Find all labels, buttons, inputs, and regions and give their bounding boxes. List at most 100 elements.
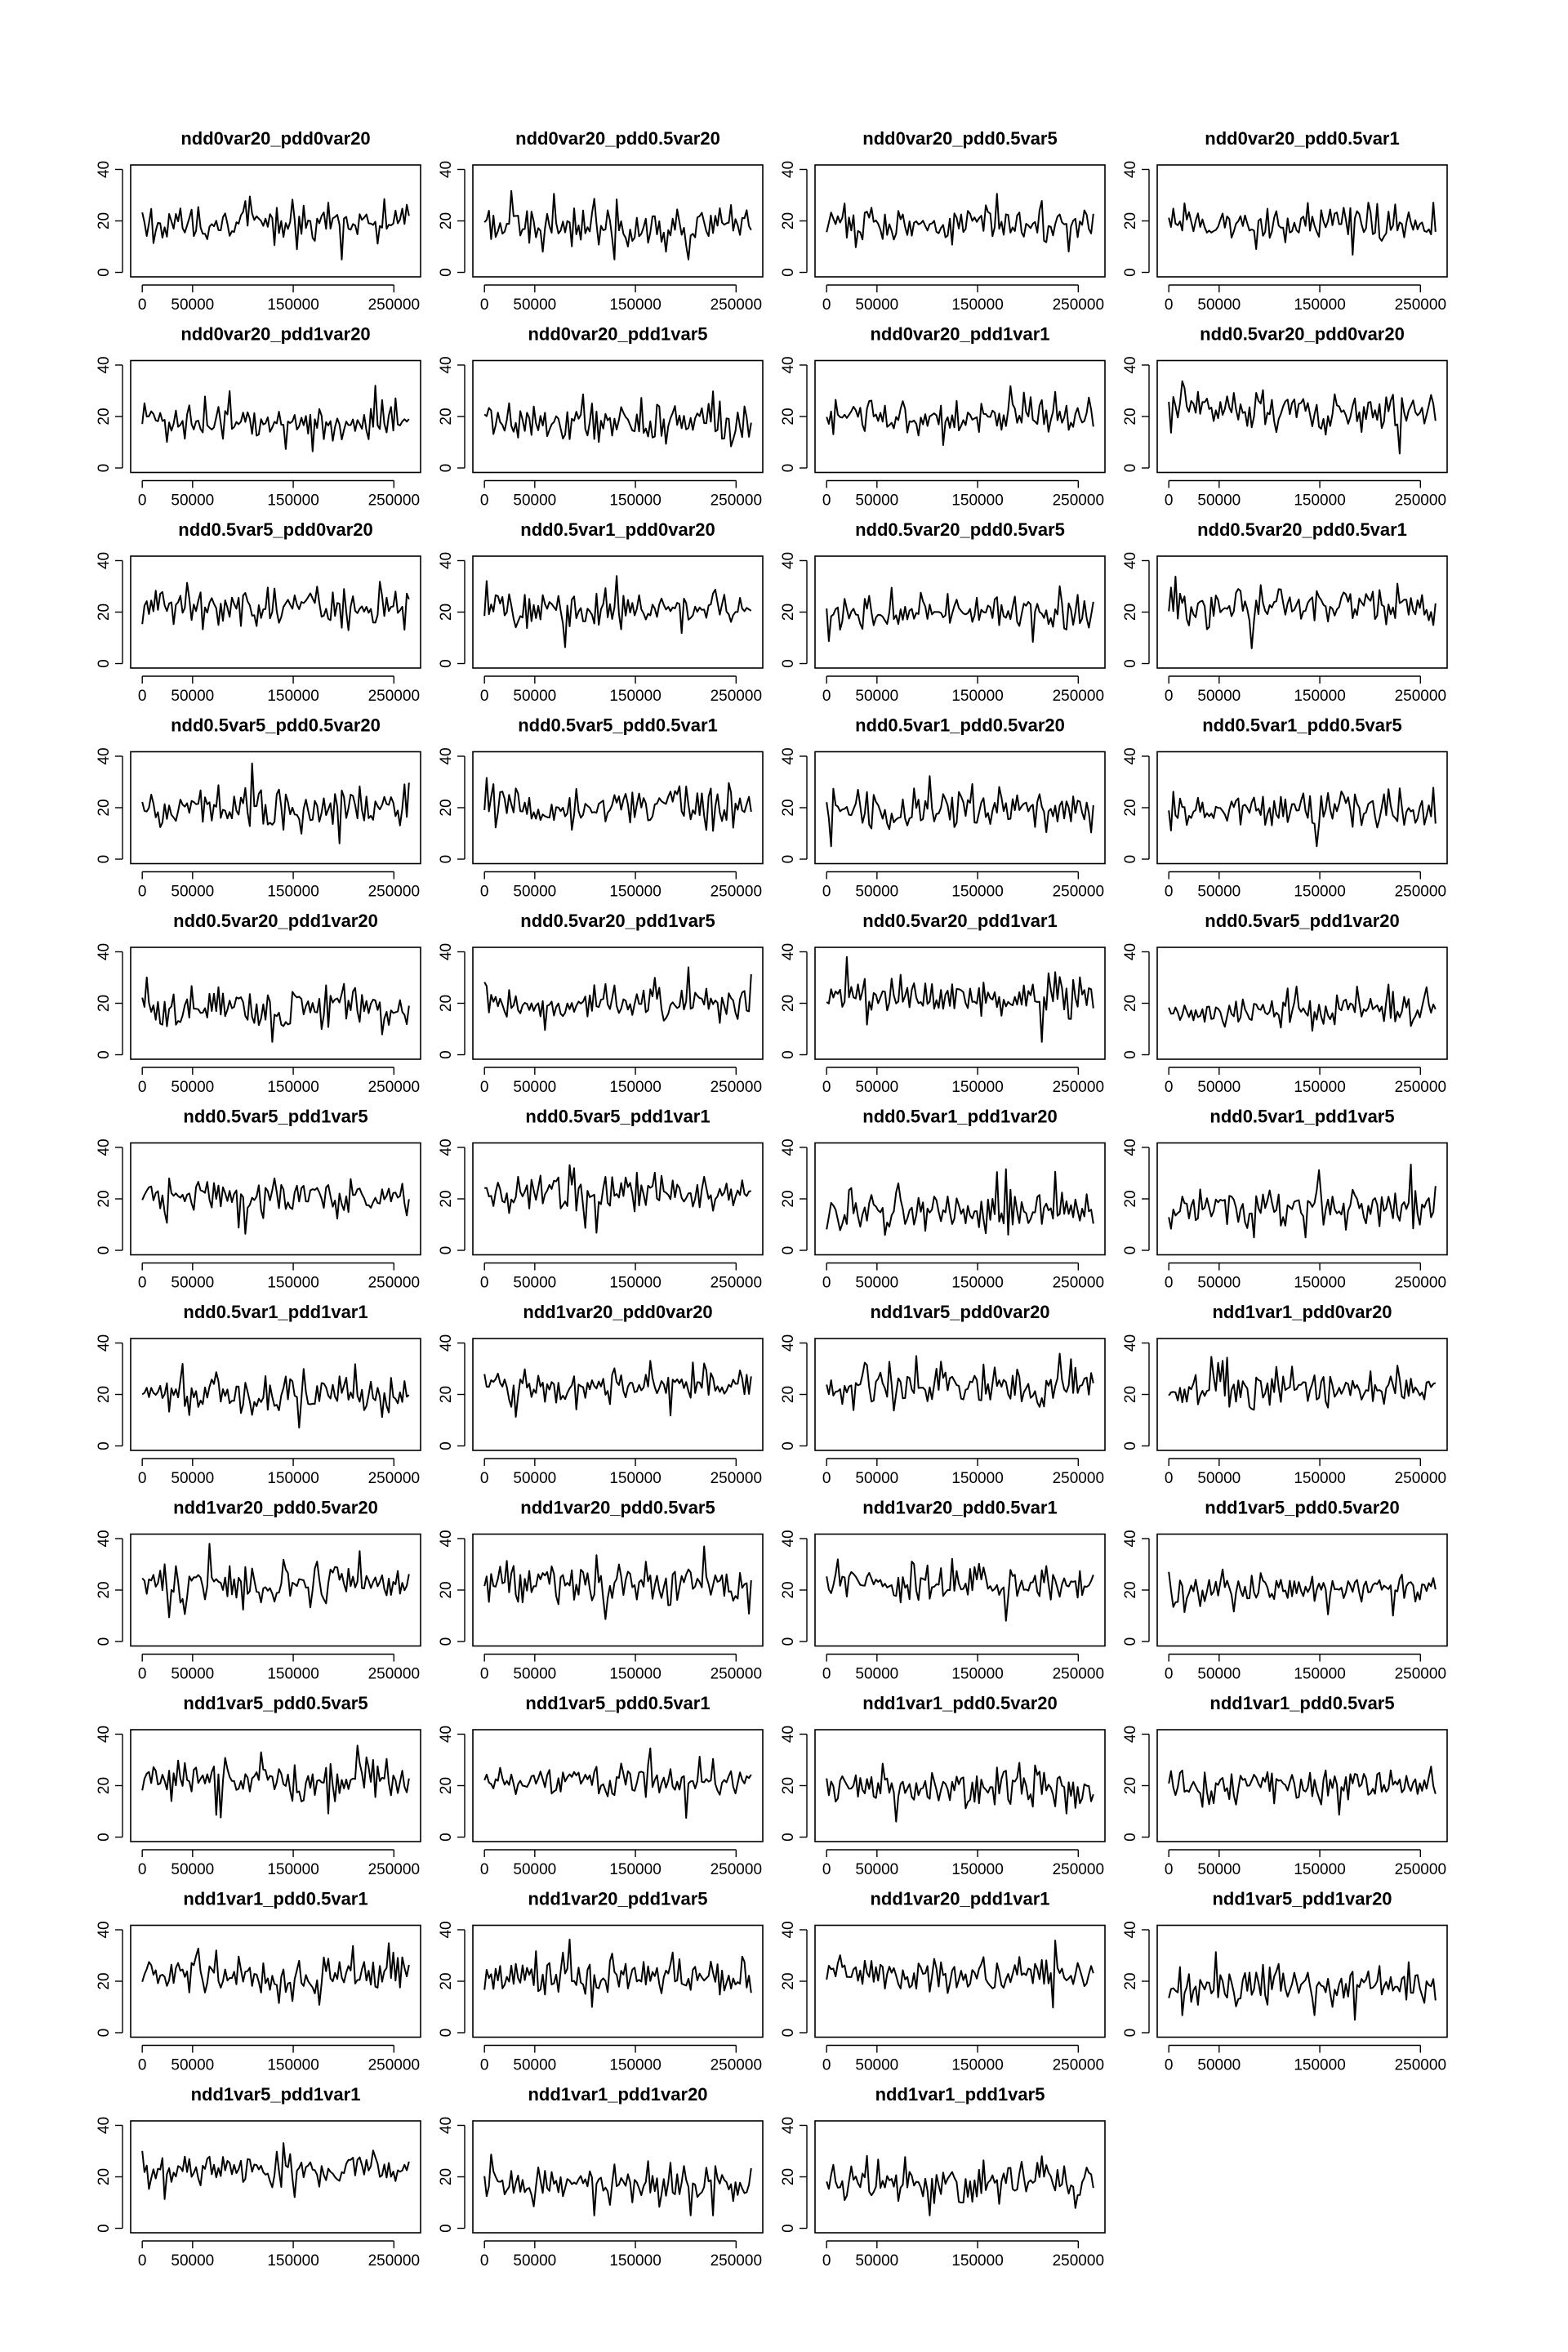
x-tick-label: 150000: [609, 1861, 661, 1878]
y-tick-label: 0: [438, 1246, 455, 1255]
panel: ndd1var5_pdd0var20 0 20 40 0 50000 150000 25000…: [780, 1302, 1106, 1487]
x-tick-label: 150000: [267, 1470, 318, 1487]
series-line: [1168, 983, 1437, 1032]
x-tick-label: 0: [480, 296, 489, 314]
x-tick-label: 0: [1165, 1666, 1174, 1683]
panel: ndd1var20_pdd0.5var5 0 20 40 0 50000 150000 250…: [438, 1498, 764, 1683]
panel: ndd0var20_pdd0var20 0 20 40 0 50000 150000 2500…: [96, 128, 421, 314]
x-tick-label: 50000: [171, 2252, 214, 2270]
y-tick-label: 0: [438, 2029, 455, 2038]
x-tick-label: 150000: [267, 2252, 318, 2270]
x-tick-label: 150000: [951, 688, 1003, 705]
panel: ndd0.5var1_pdd1var20 0 20 40 0 50000 150000 250…: [780, 1107, 1106, 1292]
panel: ndd0.5var5_pdd0.5var1 0 20 40 0 50000 150000 25…: [438, 715, 764, 901]
y-tick-label: 0: [780, 1050, 797, 1059]
x-tick-label: 50000: [513, 1470, 556, 1487]
x-tick-label: 150000: [609, 296, 661, 314]
y-tick-label: 20: [96, 1777, 113, 1794]
x-tick-label: 50000: [855, 492, 898, 510]
panel-title: ndd1var1_pdd0.5var20: [862, 1693, 1057, 1713]
x-tick-label: 250000: [368, 884, 420, 901]
x-tick-label: 0: [1165, 1470, 1174, 1487]
x-tick-label: 0: [1165, 1861, 1174, 1878]
y-tick-label: 0: [1122, 464, 1139, 473]
x-tick-label: 0: [138, 296, 147, 314]
x-tick-label: 0: [138, 492, 147, 510]
x-tick-label: 250000: [368, 2252, 420, 2270]
x-tick-label: 250000: [368, 492, 420, 510]
y-tick-label: 40: [1122, 1530, 1139, 1547]
y-tick-label: 40: [780, 356, 797, 373]
y-tick-label: 40: [96, 1138, 113, 1156]
plot-frame: [472, 1338, 764, 1451]
plot-frame: [130, 1924, 421, 2038]
x-tick-label: 0: [1165, 492, 1174, 510]
x-tick-label: 250000: [1053, 296, 1104, 314]
panel: ndd1var20_pdd0.5var20 0 20 40 0 50000 150000 25…: [96, 1498, 421, 1683]
plot-frame: [472, 1533, 764, 1647]
x-tick-label: 0: [822, 2057, 831, 2074]
series-line: [1168, 1356, 1437, 1411]
x-tick-label: 250000: [1053, 884, 1104, 901]
series-line: [141, 2142, 410, 2200]
plot-frame: [130, 1142, 421, 1256]
x-tick-label: 150000: [267, 1079, 318, 1096]
y-tick-label: 0: [780, 659, 797, 668]
x-tick-label: 0: [480, 1079, 489, 1096]
x-tick-label: 250000: [710, 1861, 762, 1878]
panel-title: ndd1var1_pdd0var20: [1212, 1302, 1392, 1322]
plot-frame: [814, 1338, 1106, 1451]
y-tick-label: 20: [780, 212, 797, 229]
x-tick-label: 50000: [1197, 1666, 1241, 1683]
y-tick-label: 40: [780, 943, 797, 960]
x-tick-label: 50000: [171, 1861, 214, 1878]
x-tick-label: 50000: [513, 2252, 556, 2270]
panel-title: ndd0.5var20_pdd1var20: [173, 911, 378, 931]
y-tick-label: 20: [1122, 1777, 1139, 1794]
panel: ndd0.5var20_pdd1var20 0 20 40 0 50000 150000 25…: [96, 911, 421, 1096]
x-tick-label: 250000: [1395, 492, 1446, 510]
panel-title: ndd1var5_pdd0.5var1: [525, 1693, 710, 1713]
plot-frame: [814, 947, 1106, 1060]
y-tick-label: 20: [780, 995, 797, 1012]
panel-title: ndd0var20_pdd1var1: [870, 324, 1049, 345]
panel: ndd0.5var1_pdd1var1 0 20 40 0 50000 150000 2500…: [96, 1302, 421, 1487]
x-tick-label: 250000: [1053, 492, 1104, 510]
y-tick-label: 40: [96, 161, 113, 178]
plot-frame: [472, 947, 764, 1060]
x-tick-label: 50000: [855, 1470, 898, 1487]
series-line: [826, 1557, 1094, 1622]
plot-frame: [814, 1142, 1106, 1256]
y-tick-label: 20: [438, 212, 455, 229]
y-tick-label: 0: [96, 2029, 113, 2038]
y-tick-label: 40: [96, 2117, 113, 2134]
y-tick-label: 40: [438, 1334, 455, 1352]
x-tick-label: 0: [480, 884, 489, 901]
x-tick-label: 150000: [609, 1275, 661, 1292]
panel-title: ndd1var5_pdd1var1: [191, 2084, 361, 2105]
y-tick-label: 20: [438, 1777, 455, 1794]
panel-title: ndd1var20_pdd0.5var1: [862, 1498, 1057, 1518]
x-tick-label: 150000: [267, 1275, 318, 1292]
series-line: [826, 1940, 1094, 2009]
panel: ndd1var20_pdd1var1 0 20 40 0 50000 150000 25000…: [780, 1889, 1106, 2074]
panel-title: ndd0var20_pdd1var20: [180, 324, 370, 345]
x-tick-label: 0: [138, 884, 147, 901]
y-tick-label: 40: [438, 356, 455, 373]
x-tick-label: 250000: [368, 1861, 420, 1878]
y-tick-label: 20: [780, 604, 797, 621]
y-tick-label: 0: [780, 2224, 797, 2233]
x-tick-label: 50000: [855, 1666, 898, 1683]
series-line: [1168, 1951, 1437, 2021]
x-tick-label: 50000: [171, 2057, 214, 2074]
y-tick-label: 0: [780, 268, 797, 277]
series-line: [1168, 380, 1437, 455]
x-tick-label: 0: [138, 688, 147, 705]
x-tick-label: 0: [822, 296, 831, 314]
panel-title: ndd1var20_pdd0.5var20: [173, 1498, 378, 1518]
panel-title: ndd1var20_pdd1var1: [870, 1889, 1049, 1909]
x-tick-label: 0: [1165, 1275, 1174, 1292]
x-tick-label: 0: [480, 1666, 489, 1683]
y-tick-label: 40: [780, 161, 797, 178]
y-tick-label: 20: [96, 1386, 113, 1403]
